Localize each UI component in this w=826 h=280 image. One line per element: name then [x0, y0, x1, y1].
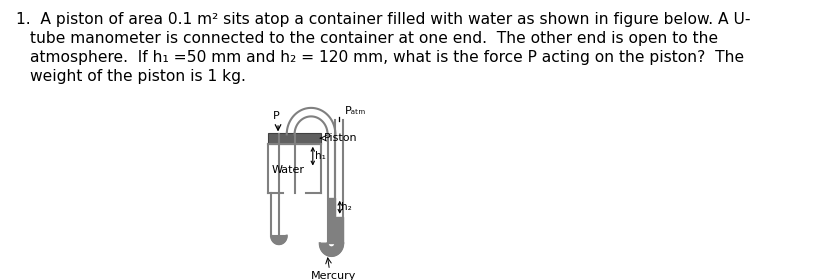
Text: Mercury: Mercury: [311, 271, 357, 280]
Text: Water: Water: [272, 165, 305, 175]
Text: h₂: h₂: [341, 202, 352, 212]
Polygon shape: [271, 236, 287, 244]
Text: h₁: h₁: [315, 151, 325, 161]
Text: weight of the piston is 1 kg.: weight of the piston is 1 kg.: [31, 69, 246, 84]
Text: Piston: Piston: [324, 133, 358, 143]
Text: Pₐₜₘ: Pₐₜₘ: [345, 106, 366, 116]
Text: 1.  A piston of area 0.1 m² sits atop a container filled with water as shown in : 1. A piston of area 0.1 m² sits atop a c…: [16, 12, 750, 27]
Text: tube manometer is connected to the container at one end.  The other end is open : tube manometer is connected to the conta…: [31, 31, 719, 46]
Text: atmosphere.  If h₁ =50 mm and h₂ = 120 mm, what is the force P acting on the pis: atmosphere. If h₁ =50 mm and h₂ = 120 mm…: [31, 50, 744, 65]
Bar: [268, 134, 321, 144]
Polygon shape: [320, 243, 344, 256]
Text: P: P: [273, 111, 279, 121]
